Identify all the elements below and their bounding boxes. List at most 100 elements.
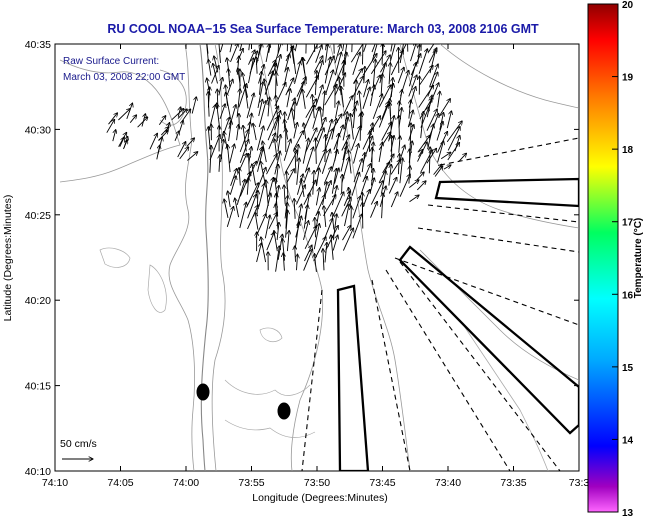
current-vector	[418, 85, 434, 108]
current-vector	[219, 44, 224, 53]
shelf-contour-30m	[257, 44, 324, 471]
current-vector	[344, 204, 350, 227]
x-tick-label: 73:55	[238, 477, 264, 489]
bay-outline	[59, 59, 181, 183]
current-vector	[362, 87, 370, 109]
transect-line	[399, 261, 561, 471]
current-vector	[458, 153, 466, 162]
current-vector	[118, 132, 127, 147]
current-vector	[378, 142, 382, 163]
current-vector	[370, 51, 386, 75]
current-vector	[324, 206, 326, 228]
plot-frame	[54, 43, 580, 472]
current-vector	[362, 112, 363, 128]
current-vector	[426, 148, 437, 164]
current-vector	[332, 192, 344, 217]
current-vector	[315, 45, 322, 63]
current-vector	[350, 113, 354, 140]
transect-line	[385, 269, 511, 471]
current-vector	[186, 138, 195, 147]
current-vector	[283, 139, 291, 161]
current-vector	[371, 44, 376, 53]
current-vector	[427, 124, 434, 150]
current-vector	[331, 168, 336, 194]
plot-area: Raw Surface Current: March 03, 2008 22:0…	[54, 43, 580, 472]
current-vector	[174, 131, 179, 141]
current-vector	[158, 116, 166, 125]
current-vector	[206, 44, 209, 62]
current-vector	[313, 224, 319, 250]
current-vector	[334, 44, 341, 64]
current-vector	[292, 46, 297, 74]
y-tick-label: 40:25	[25, 210, 51, 222]
current-vector	[246, 183, 259, 208]
current-vector	[332, 235, 338, 251]
current-vector	[171, 109, 184, 121]
current-vector	[316, 168, 320, 187]
current-vector	[224, 199, 229, 218]
colorbar-ticks: 20 19 18 17 16 15 14 13	[612, 0, 634, 518]
map-title: RU COOL NOAA−15 Sea Surface Temperature:…	[107, 22, 539, 36]
current-vector	[390, 44, 393, 52]
current-vector	[253, 123, 257, 141]
current-vector	[239, 172, 250, 197]
x-tick-label: 73:40	[435, 477, 461, 489]
current-vector	[315, 71, 317, 96]
current-vector	[219, 104, 225, 120]
current-vector	[447, 127, 460, 151]
current-vector	[325, 242, 327, 263]
current-vector	[331, 118, 337, 140]
current-vector	[418, 149, 423, 157]
current-vector	[302, 138, 308, 164]
current-vector	[419, 65, 433, 85]
current-vector	[342, 44, 345, 52]
current-vector	[106, 119, 115, 133]
shoal-contour	[224, 419, 316, 438]
current-vector	[342, 228, 353, 251]
current-vector	[389, 63, 390, 85]
current-vector	[177, 142, 186, 158]
current-vector	[226, 206, 233, 228]
current-vector	[237, 124, 239, 141]
vector-time-value: March 03, 2008 22:00 GMT	[63, 72, 185, 83]
x-tick-label: 73:50	[304, 477, 330, 489]
transect-line	[371, 279, 411, 471]
current-vectors	[106, 44, 467, 272]
current-vector	[399, 174, 410, 197]
current-vector	[313, 56, 323, 73]
current-vector	[129, 115, 136, 123]
current-vector	[293, 131, 304, 150]
x-tick-label: 74:00	[173, 477, 199, 489]
current-vector	[268, 212, 277, 230]
current-vector	[290, 44, 295, 64]
current-vector	[353, 144, 359, 164]
current-vector	[409, 100, 411, 119]
current-vector	[236, 89, 240, 117]
current-vector	[438, 99, 450, 118]
current-vector	[399, 115, 400, 139]
colorbar-tick-label: 19	[622, 73, 634, 84]
current-vector	[256, 243, 262, 263]
current-vector	[316, 138, 317, 164]
current-vector	[390, 192, 398, 208]
current-vector	[187, 152, 197, 161]
current-vector	[294, 61, 301, 85]
current-vector	[341, 157, 349, 184]
current-vector	[258, 101, 266, 128]
current-vector	[382, 193, 383, 219]
current-vector	[381, 74, 382, 96]
current-vector	[353, 159, 362, 183]
current-vector	[390, 50, 403, 76]
transect-lines	[301, 137, 579, 471]
current-vector	[350, 44, 364, 63]
current-vector	[331, 235, 334, 260]
current-vector	[362, 54, 377, 76]
current-vector	[381, 122, 392, 141]
current-vector	[378, 132, 391, 151]
current-vector	[248, 58, 254, 84]
current-vector	[370, 181, 383, 205]
x-axis: 74:10 74:05 74:00 73:55 73:50 73:45 73:40 73:35…	[42, 44, 589, 489]
current-vector	[363, 44, 367, 52]
current-vector	[335, 101, 339, 119]
current-vector	[324, 181, 331, 196]
